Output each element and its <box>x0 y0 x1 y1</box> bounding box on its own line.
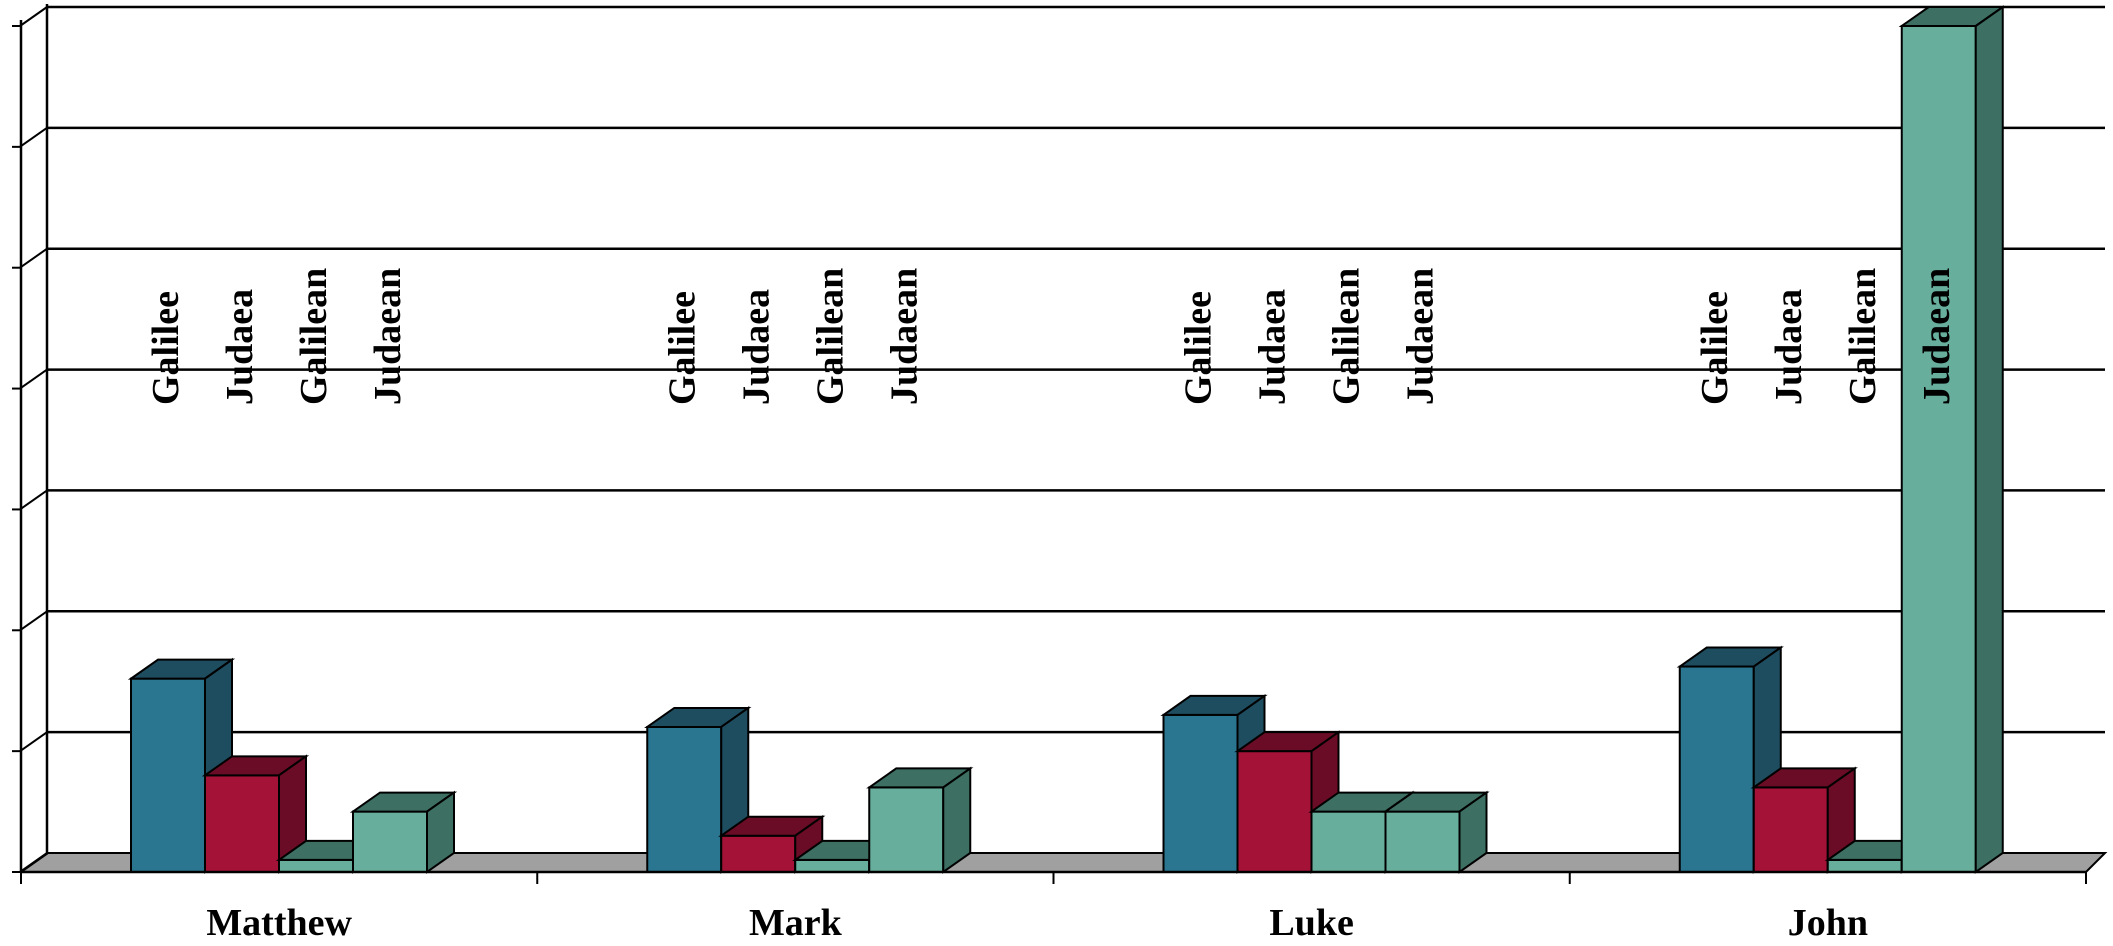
wall-edge-tick <box>19 489 48 511</box>
wall-edge-tick <box>19 127 48 148</box>
bar-label: Judaea <box>735 289 777 405</box>
category-labels: Matthew Mark Luke John <box>206 902 1868 944</box>
bar-label: Judaean <box>883 268 925 405</box>
bar-label: Judaea <box>1768 289 1810 405</box>
bar-front <box>1236 750 1313 874</box>
wall-edge-tick <box>19 731 48 752</box>
category-label: Matthew <box>206 902 352 944</box>
bar-front <box>278 858 354 874</box>
bar-front <box>1900 25 1977 873</box>
bar-front <box>130 677 206 874</box>
gridlines <box>47 5 2105 734</box>
axes <box>12 4 2087 884</box>
bar-front <box>646 725 723 873</box>
bar-side <box>942 766 972 874</box>
bar-label: Galilean <box>1326 268 1368 405</box>
wall-edge-tick <box>19 610 48 632</box>
bar <box>1898 5 2006 874</box>
bar-label: Judaea <box>1252 289 1294 405</box>
bar-side <box>426 790 455 874</box>
bar-label: Galilee <box>661 291 703 405</box>
bar-label: Galilee <box>145 291 187 405</box>
bar <box>349 790 458 874</box>
bars <box>127 5 2006 874</box>
bar-front <box>352 810 428 873</box>
bar-front <box>1826 858 1903 874</box>
wall-edge-tick <box>19 368 48 390</box>
wall-edge-tick <box>19 852 48 873</box>
wall-edge-tick <box>19 6 48 27</box>
bar-front <box>794 858 871 874</box>
bar-front <box>204 774 280 873</box>
bar-front <box>720 834 797 873</box>
bar <box>201 754 310 874</box>
bar-label: Judaean <box>1400 268 1442 405</box>
bar-front <box>1162 713 1239 874</box>
bar-front <box>1310 810 1387 873</box>
bar <box>1382 790 1490 874</box>
bar <box>866 766 974 874</box>
bar-label: Galilean <box>809 268 851 405</box>
bar-side <box>1974 5 2004 874</box>
bar-front <box>1752 786 1829 874</box>
category-label: John <box>1788 902 1868 944</box>
category-label: Luke <box>1269 902 1353 944</box>
bar-front <box>1384 810 1461 873</box>
bar-label: Judaea <box>219 289 261 405</box>
bar-label: Judaean <box>367 268 409 405</box>
bar-front <box>868 786 945 874</box>
bar-side <box>1458 790 1488 874</box>
category-label: Mark <box>749 902 843 944</box>
bar-front <box>1678 665 1755 873</box>
bar-label: Judaean <box>1916 268 1958 405</box>
bar-label: Galilee <box>1694 291 1736 405</box>
wall-edge-tick <box>19 247 48 269</box>
bar-label: Galilee <box>1178 291 1220 405</box>
bar-labels: Galilee Judaea Galilean Judaean Galilee Judae… <box>145 268 1958 405</box>
bar-label: Galilean <box>293 268 335 405</box>
bar-label: Galilean <box>1842 268 1884 405</box>
